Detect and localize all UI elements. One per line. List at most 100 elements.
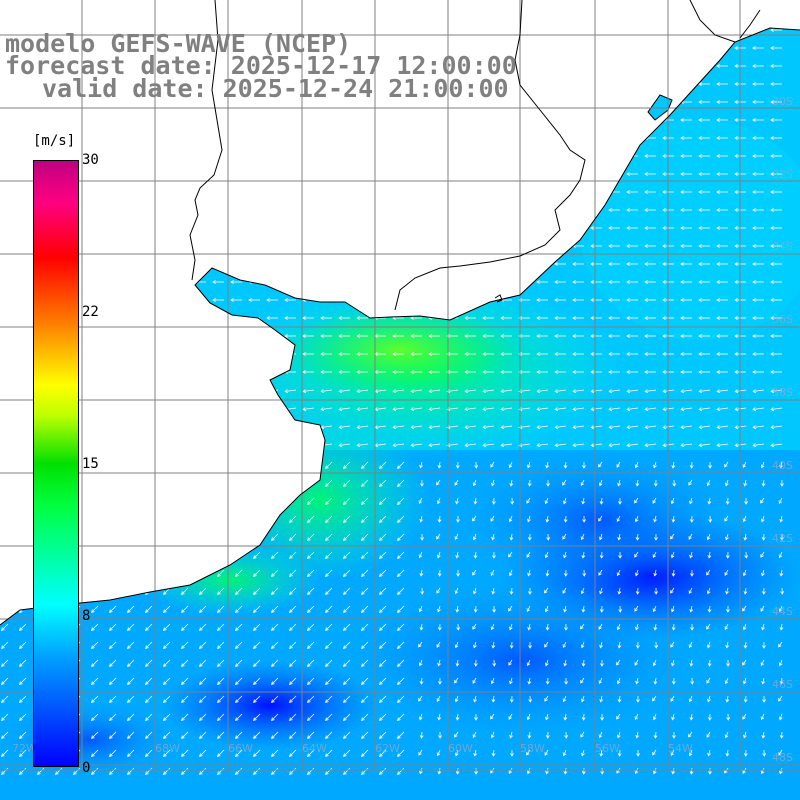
wind-arrow bbox=[598, 569, 603, 576]
wind-arrow bbox=[235, 623, 243, 631]
wind-arrow bbox=[397, 713, 405, 721]
wind-arrow bbox=[637, 587, 639, 595]
wind-arrow bbox=[745, 695, 747, 703]
wind-arrow-head bbox=[86, 280, 90, 284]
wind-arrow bbox=[781, 731, 783, 739]
wind-arrow-head bbox=[343, 555, 347, 559]
wind-arrow-head bbox=[289, 537, 293, 541]
wind-arrow-head bbox=[437, 464, 442, 469]
wind-arrow bbox=[181, 497, 189, 505]
wind-arrow-head bbox=[536, 280, 540, 284]
wind-arrow-head bbox=[86, 136, 90, 140]
wind-arrow-head bbox=[572, 46, 576, 50]
wind-arrow-head bbox=[653, 770, 657, 775]
wind-arrow bbox=[616, 515, 621, 522]
wind-arrow bbox=[654, 623, 657, 630]
wind-arrow-head bbox=[716, 425, 721, 430]
wind-arrow-head bbox=[545, 518, 550, 523]
wind-arrow-head bbox=[616, 464, 620, 468]
wind-arrow bbox=[289, 605, 297, 613]
wind-arrow bbox=[199, 731, 207, 739]
wind-arrow-head bbox=[626, 262, 630, 266]
wind-arrow-head bbox=[707, 644, 711, 649]
wind-arrow-head bbox=[590, 407, 595, 412]
wind-arrow bbox=[181, 587, 189, 595]
wind-arrow bbox=[307, 623, 315, 631]
wind-arrow-head bbox=[194, 316, 198, 320]
wind-arrow-head bbox=[742, 716, 746, 720]
wind-arrow-head bbox=[176, 370, 180, 374]
wind-arrow-head bbox=[482, 370, 486, 374]
wind-arrow-head bbox=[580, 625, 584, 630]
wind-arrow-head bbox=[725, 536, 729, 541]
wind-arrow bbox=[249, 407, 261, 410]
wind-arrow-head bbox=[320, 407, 325, 412]
wind-arrow bbox=[636, 479, 639, 486]
wind-arrow-head bbox=[580, 734, 584, 738]
wind-arrow-head bbox=[608, 190, 612, 194]
wind-arrow-head bbox=[436, 698, 441, 702]
wind-arrow-head bbox=[284, 190, 288, 194]
wind-arrow bbox=[652, 551, 657, 558]
wind-arrow-head bbox=[546, 483, 550, 487]
wind-arrow bbox=[343, 767, 351, 775]
wind-arrow-head bbox=[109, 465, 113, 469]
wind-arrow bbox=[562, 479, 567, 486]
wind-arrow-head bbox=[122, 298, 126, 302]
wind-arrow-head bbox=[474, 465, 479, 469]
wind-arrow bbox=[109, 461, 117, 469]
wind-arrow-head bbox=[500, 316, 504, 320]
wind-arrow bbox=[271, 659, 279, 667]
wind-arrow bbox=[544, 587, 549, 594]
wind-arrow-head bbox=[338, 118, 342, 122]
wind-arrow-head bbox=[248, 118, 252, 122]
wind-arrow-head bbox=[518, 443, 523, 448]
wind-arrow-head bbox=[716, 443, 721, 448]
wind-arrow bbox=[546, 461, 549, 468]
wind-arrow-head bbox=[343, 501, 347, 505]
wind-arrow-head bbox=[235, 609, 239, 613]
wind-arrow-head bbox=[760, 554, 764, 558]
wind-arrow-head bbox=[410, 136, 414, 140]
wind-arrow bbox=[127, 497, 135, 505]
wind-arrow-head bbox=[1, 717, 5, 721]
wind-arrow bbox=[779, 713, 783, 720]
wind-arrow-head bbox=[271, 753, 275, 757]
wind-arrow-head bbox=[194, 407, 199, 412]
wind-arrow bbox=[455, 587, 459, 594]
wind-arrow-head bbox=[617, 482, 621, 487]
wind-arrow bbox=[145, 569, 153, 577]
wind-arrow-head bbox=[122, 172, 126, 176]
wind-arrow-head bbox=[482, 425, 487, 430]
wind-arrow-head bbox=[284, 208, 288, 212]
wind-arrow bbox=[688, 479, 693, 486]
wind-arrow-head bbox=[109, 717, 113, 721]
wind-arrow-head bbox=[127, 573, 131, 577]
wind-arrow-head bbox=[338, 190, 342, 194]
wind-arrow-head bbox=[608, 262, 612, 266]
wind-arrow-head bbox=[752, 334, 756, 338]
wind-arrow-head bbox=[671, 716, 675, 721]
wind-arrow-head bbox=[86, 172, 90, 176]
wind-arrow bbox=[634, 605, 639, 612]
wind-arrow bbox=[253, 515, 261, 523]
wind-arrow-head bbox=[230, 154, 234, 158]
wind-arrow-head bbox=[428, 370, 432, 374]
wind-arrow-head bbox=[455, 771, 460, 775]
wind-arrow-head bbox=[14, 226, 18, 230]
wind-arrow-head bbox=[428, 190, 432, 194]
wind-arrow-head bbox=[616, 661, 620, 666]
wind-arrow-head bbox=[752, 389, 757, 394]
wind-arrow-head bbox=[455, 608, 460, 613]
wind-arrow-head bbox=[199, 627, 203, 631]
wind-arrow bbox=[753, 425, 765, 428]
wind-arrow bbox=[599, 479, 603, 486]
wind-arrow-head bbox=[446, 389, 451, 394]
wind-arrow-head bbox=[536, 28, 540, 32]
wind-arrow bbox=[438, 461, 441, 468]
wind-arrow bbox=[742, 605, 747, 612]
wind-arrow bbox=[163, 749, 171, 757]
wind-arrow-head bbox=[199, 681, 203, 685]
wind-arrow-head bbox=[419, 735, 424, 739]
wind-arrow bbox=[325, 533, 333, 541]
